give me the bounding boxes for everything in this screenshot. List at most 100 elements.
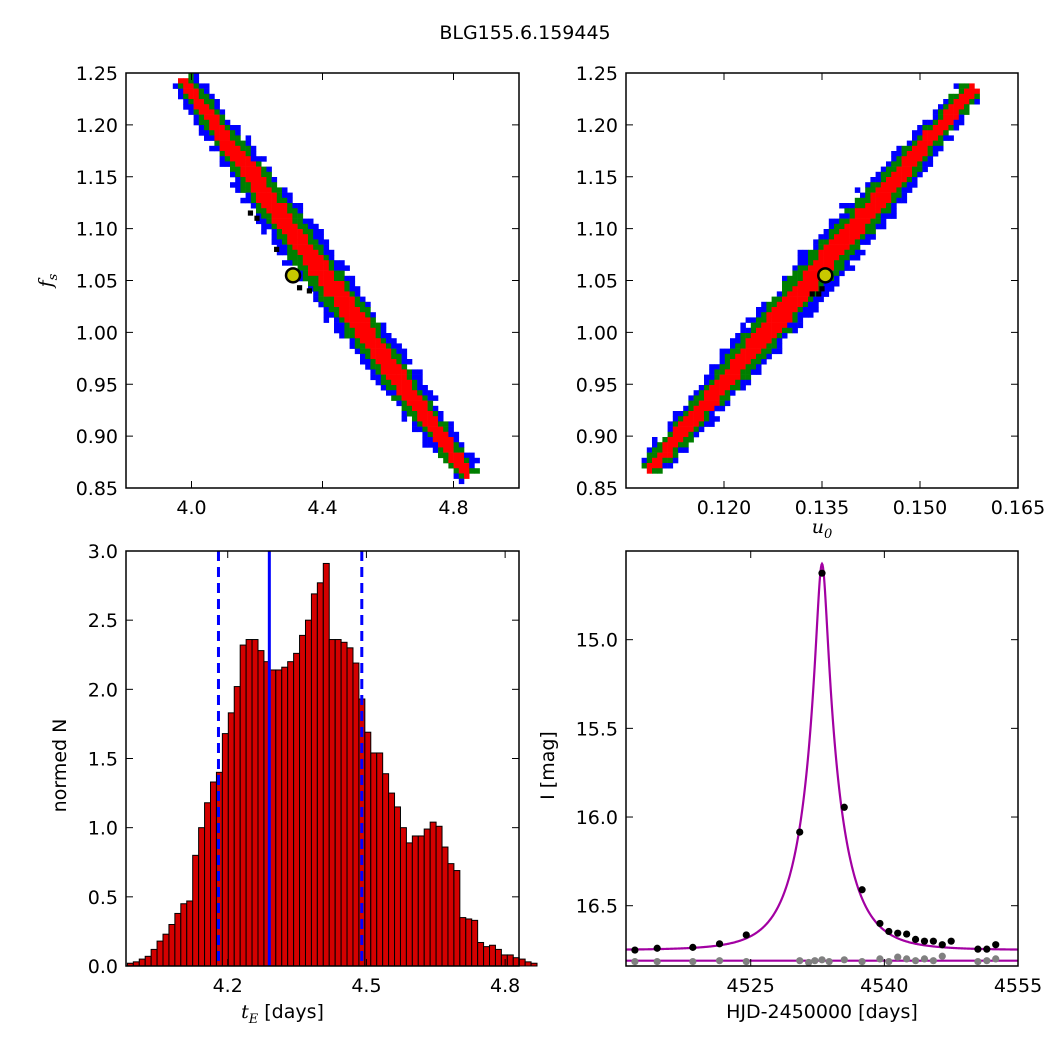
density-cell-inner: [266, 197, 272, 204]
density-cell-middle: [339, 270, 345, 277]
histogram-bar: [489, 944, 496, 967]
density-cell-outer: [870, 177, 876, 183]
x-tick-label: 4540: [860, 975, 908, 997]
density-cell-middle: [245, 151, 252, 157]
density-cell-outer: [334, 265, 340, 271]
density-cell-middle: [896, 156, 902, 162]
density-cell-middle: [886, 203, 892, 209]
density-cell-inner: [230, 156, 236, 162]
density-cell-inner: [354, 317, 361, 323]
density-cell-outer: [183, 99, 189, 105]
density-cell-middle: [334, 270, 340, 277]
density-cell-middle: [943, 104, 949, 110]
density-cell-middle: [443, 421, 449, 427]
density-cell-middle: [276, 197, 283, 204]
density-cell-inner: [438, 442, 444, 448]
density-cell-inner: [870, 192, 876, 199]
density-cell-middle: [818, 239, 824, 245]
density-cell-inner: [818, 255, 824, 261]
density-cell-middle: [323, 296, 330, 303]
lightcurve-panel: 4525 4540 4555 15.0 15.5 16.0 16.5 I [mag] HJD-2…: [537, 550, 1042, 1023]
density-cell-inner: [704, 390, 710, 396]
density-cell-middle: [240, 182, 246, 188]
density-cell-inner: [370, 338, 376, 344]
density-cell-middle: [391, 348, 397, 355]
density-cell-inner: [292, 239, 298, 245]
density-cell-inner: [396, 385, 402, 391]
x-axis-label: HJD-2450000 [days]: [726, 1001, 918, 1023]
density-cell-outer: [714, 405, 720, 412]
density-cell-inner: [776, 322, 783, 329]
density-cell-inner: [938, 125, 944, 131]
density-cell-middle: [792, 317, 798, 323]
density-cell-middle: [276, 192, 283, 199]
density-cell-inner: [740, 348, 746, 355]
y-tick-label: 3.0: [88, 541, 118, 563]
density-cell-inner: [724, 385, 731, 391]
density-cell-inner: [906, 151, 913, 157]
density-cell-middle: [896, 187, 902, 193]
density-cell-outer: [938, 145, 944, 152]
density-cell-outer: [958, 114, 965, 121]
density-cell-inner: [714, 379, 720, 386]
density-cell-inner: [667, 442, 674, 448]
histogram-bar: [198, 827, 206, 967]
y-tick-label: 0.85: [576, 478, 618, 500]
density-cell-outer: [740, 327, 746, 334]
density-cell-outer: [932, 151, 939, 157]
density-cell-inner: [787, 307, 793, 313]
density-cell-outer: [406, 359, 413, 365]
density-cell-middle: [657, 468, 663, 474]
density-cell-outer: [792, 327, 798, 334]
histogram-bar: [471, 919, 479, 967]
density-cell-inner: [714, 385, 720, 391]
density-cell-middle: [276, 187, 283, 193]
density-cell-inner: [870, 203, 876, 209]
density-cell-outer: [308, 218, 314, 225]
density-cell-outer: [797, 322, 804, 329]
density-cell-inner: [932, 130, 939, 136]
density-cell-inner: [391, 359, 397, 365]
density-cell-middle: [198, 88, 205, 95]
density-cell-outer: [396, 343, 402, 349]
density-cell-middle: [354, 301, 361, 308]
density-cell-middle: [375, 364, 382, 370]
density-cell-outer: [714, 364, 720, 370]
density-cell-middle: [209, 130, 215, 136]
density-cell-outer: [313, 234, 319, 240]
density-cell-middle: [870, 182, 876, 188]
density-cell-inner: [250, 171, 257, 178]
density-cell-inner: [943, 114, 949, 121]
density-cell-middle: [834, 223, 840, 230]
density-cell-outer: [672, 411, 679, 417]
residual-point: [876, 955, 884, 963]
density-cell-inner: [432, 421, 439, 427]
density-cell-middle: [797, 265, 804, 271]
density-cell-middle: [792, 270, 798, 277]
density-cell-inner: [292, 229, 298, 235]
density-cell-middle: [969, 99, 975, 105]
density-cell-middle: [688, 431, 694, 438]
density-cell-outer: [334, 327, 340, 334]
density-cell-inner: [953, 109, 960, 115]
density-cell-inner: [704, 405, 710, 412]
density-cell-middle: [667, 457, 674, 464]
density-cell-inner: [240, 151, 246, 157]
density-cell-inner: [339, 301, 345, 308]
density-cell-outer: [849, 203, 856, 209]
density-cell-middle: [938, 109, 944, 115]
density-cell-middle: [313, 275, 319, 282]
density-cell-middle: [328, 296, 335, 303]
density-cell-inner: [714, 400, 720, 407]
density-cell-outer: [339, 322, 345, 329]
density-cell-inner: [396, 379, 402, 386]
density-cell-inner: [927, 135, 934, 141]
density-cell-inner: [797, 281, 804, 287]
density-cell-inner: [953, 114, 960, 121]
density-cell-inner: [875, 208, 882, 214]
density-cell-outer: [271, 177, 278, 183]
density-cell-outer: [818, 296, 824, 303]
density-cell-outer: [745, 317, 752, 323]
density-cell-inner: [698, 411, 705, 417]
y-axis-label: normed N: [49, 719, 71, 813]
